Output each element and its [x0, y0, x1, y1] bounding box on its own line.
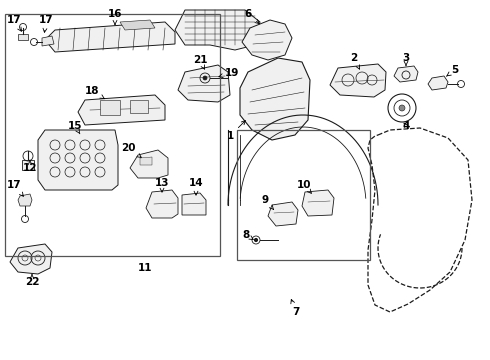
- Polygon shape: [130, 150, 168, 178]
- Polygon shape: [268, 202, 298, 226]
- Text: 5: 5: [446, 65, 459, 76]
- Polygon shape: [18, 194, 32, 206]
- Polygon shape: [42, 36, 54, 46]
- Bar: [237, 130, 370, 260]
- Polygon shape: [38, 130, 118, 190]
- Text: 16: 16: [108, 9, 122, 25]
- Polygon shape: [146, 190, 178, 218]
- Polygon shape: [302, 190, 334, 216]
- Polygon shape: [240, 58, 310, 140]
- Text: 4: 4: [402, 121, 410, 131]
- Circle shape: [254, 239, 258, 242]
- Polygon shape: [428, 76, 448, 90]
- Polygon shape: [45, 22, 175, 52]
- Text: 13: 13: [155, 178, 169, 192]
- Text: 17: 17: [7, 15, 22, 31]
- Text: 19: 19: [219, 68, 239, 78]
- Polygon shape: [175, 10, 260, 50]
- Text: 11: 11: [138, 263, 152, 273]
- Polygon shape: [242, 20, 292, 60]
- Text: 22: 22: [25, 274, 39, 287]
- Text: 14: 14: [189, 178, 203, 195]
- Circle shape: [399, 105, 405, 111]
- Polygon shape: [330, 64, 386, 97]
- Polygon shape: [140, 157, 152, 165]
- Polygon shape: [18, 34, 28, 40]
- Polygon shape: [100, 100, 120, 115]
- Text: 12: 12: [23, 160, 37, 173]
- Text: 3: 3: [402, 53, 410, 66]
- Polygon shape: [130, 100, 148, 113]
- Polygon shape: [394, 66, 418, 82]
- Text: 18: 18: [85, 86, 104, 99]
- Polygon shape: [10, 244, 52, 274]
- Polygon shape: [78, 95, 165, 125]
- Text: 6: 6: [245, 9, 259, 24]
- Polygon shape: [178, 65, 230, 102]
- Text: 9: 9: [262, 195, 273, 210]
- Text: 21: 21: [193, 55, 207, 69]
- Text: 8: 8: [243, 230, 253, 240]
- Text: 2: 2: [350, 53, 360, 69]
- Polygon shape: [182, 193, 206, 215]
- Text: 7: 7: [291, 300, 300, 317]
- Text: 17: 17: [7, 180, 24, 196]
- Text: 1: 1: [226, 121, 245, 141]
- Text: 15: 15: [68, 121, 82, 134]
- Polygon shape: [120, 20, 155, 30]
- Polygon shape: [22, 160, 34, 170]
- Text: 17: 17: [39, 15, 53, 32]
- Text: 20: 20: [121, 143, 141, 157]
- Circle shape: [203, 76, 207, 80]
- Bar: [5, 14, 220, 256]
- Text: 10: 10: [297, 180, 311, 193]
